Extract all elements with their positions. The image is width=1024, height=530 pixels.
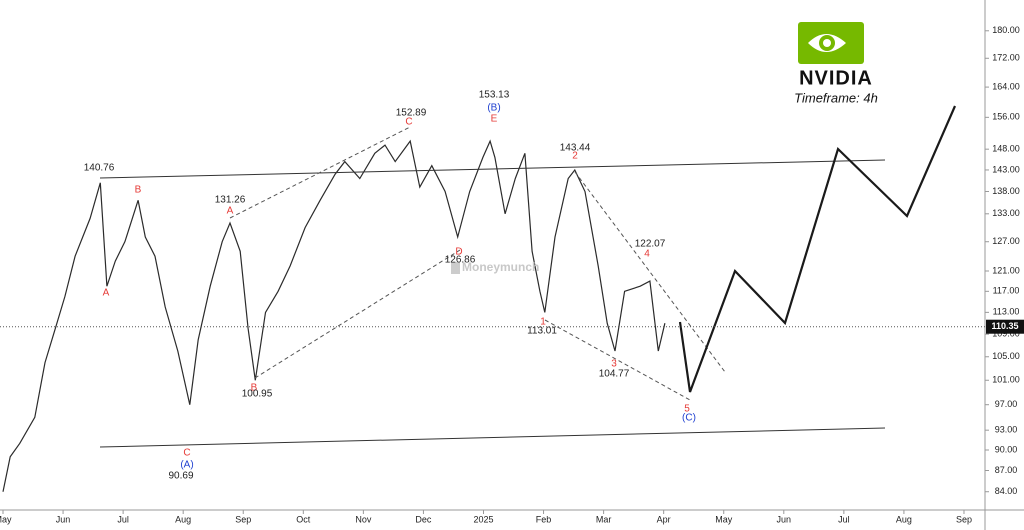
wave-label: 4: [644, 249, 650, 260]
y-tick-label: 148.00: [992, 144, 1020, 154]
y-tick-label: 87.00: [995, 465, 1018, 475]
y-tick-label: 143.00: [992, 164, 1020, 174]
y-tick-label: 133.00: [992, 208, 1020, 218]
y-tick-label: 84.00: [995, 486, 1018, 496]
x-tick-label: Jun: [56, 514, 71, 524]
x-tick-label: Jul: [117, 514, 129, 524]
wave-label: 2: [572, 151, 578, 162]
watermark-icon: [451, 262, 460, 274]
wave-label: 113.01: [527, 326, 557, 337]
current-price-tag: [986, 319, 1024, 334]
wave-label: 1: [540, 317, 546, 328]
channel-lower: [99, 427, 886, 448]
y-tick-label: 93.00: [995, 425, 1018, 435]
y-tick-label: 113.00: [993, 307, 1020, 317]
wave-label: 140.76: [84, 163, 115, 174]
y-tick-label: 180.00: [992, 25, 1020, 35]
y-tick-label: 101.00: [992, 375, 1020, 385]
wave-label: (A): [180, 460, 193, 471]
wedge-line: [254, 249, 461, 379]
wave-label: (B): [487, 103, 500, 114]
wave-label: 3: [611, 359, 617, 370]
logo-pupil-inner: [823, 39, 831, 47]
watermark: Moneymunch: [462, 260, 539, 274]
wave-label: 122.07: [635, 239, 666, 250]
x-tick-label: Dec: [415, 514, 432, 524]
channel-upper: [99, 159, 886, 179]
plot-area: [2, 139, 666, 492]
x-tick-label: Oct: [296, 514, 311, 524]
wave-label: 152.89: [396, 108, 427, 119]
x-tick-label: Apr: [657, 514, 671, 524]
y-tick-label: 117.00: [993, 286, 1020, 296]
wave-label: 100.95: [242, 389, 273, 400]
wave-label: A: [227, 206, 234, 217]
price-line: [2, 139, 666, 492]
wave-label: C: [183, 448, 190, 459]
x-tick-label: Nov: [355, 514, 372, 524]
subtitle: Timeframe: 4h: [794, 90, 878, 105]
y-tick-label: 172.00: [992, 53, 1020, 63]
y-tick-label: 121.00: [992, 265, 1020, 275]
wave-label: E: [491, 114, 498, 125]
wave-label: B: [135, 185, 142, 196]
x-tick-label: May: [0, 514, 12, 524]
wave-label: A: [103, 288, 110, 299]
wave-label: 90.69: [168, 471, 193, 482]
y-tick-label: 156.00: [992, 112, 1020, 122]
x-tick-label: Aug: [175, 514, 191, 524]
y-tick-label: 164.00: [992, 81, 1020, 91]
wave-label: 126.86: [445, 255, 476, 266]
projection-path: [678, 105, 957, 393]
wedge-line: [229, 126, 411, 219]
y-tick-label: 105.00: [992, 351, 1020, 361]
x-tick-label: Feb: [536, 514, 552, 524]
y-tick-label: 127.00: [992, 236, 1020, 246]
wave-label: C: [405, 117, 412, 128]
wave-label: 131.26: [215, 195, 246, 206]
wave-label: D: [455, 247, 462, 258]
current-price-label: 110.35: [991, 321, 1018, 331]
x-tick-label: 2025: [473, 514, 493, 524]
wave-label: 104.77: [599, 369, 630, 380]
y-tick-label: 97.00: [995, 399, 1018, 409]
x-tick-label: Mar: [596, 514, 612, 524]
wave-label: 153.13: [479, 90, 510, 101]
x-tick-label: Sep: [956, 514, 972, 524]
brand: NVIDIA: [799, 67, 873, 89]
wave-label: 143.44: [560, 143, 591, 154]
x-tick-label: Aug: [896, 514, 912, 524]
wave-label: (C): [682, 413, 696, 424]
y-tick-label: 138.00: [992, 186, 1020, 196]
wave-label: B: [251, 383, 258, 394]
x-tick-label: Jun: [777, 514, 792, 524]
x-tick-label: Jul: [838, 514, 850, 524]
x-tick-label: May: [715, 514, 733, 524]
x-tick-label: Sep: [235, 514, 251, 524]
y-tick-label: 90.00: [995, 444, 1018, 454]
wave-label: 5: [684, 404, 690, 415]
